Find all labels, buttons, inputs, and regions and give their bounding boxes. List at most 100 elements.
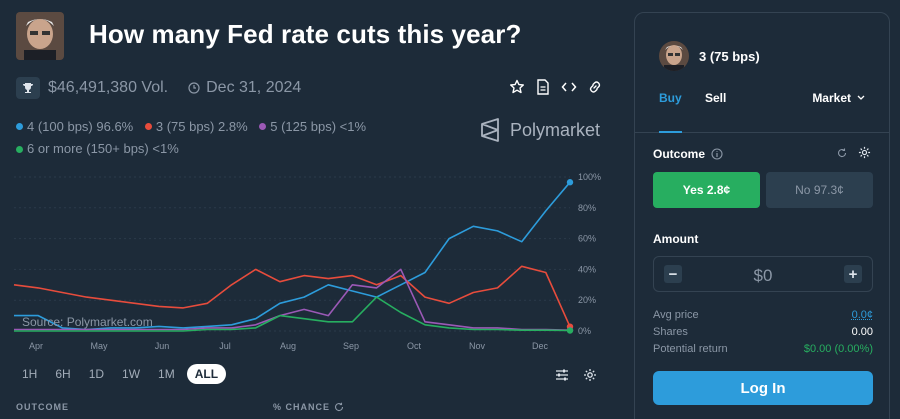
amount-label: Amount (653, 232, 699, 246)
decrease-button[interactable]: − (664, 265, 682, 283)
market-meta: $46,491,380 Vol. Dec 31, 2024 (16, 76, 301, 100)
avg-price-label: Avg price (653, 309, 699, 321)
end-date-text: Dec 31, 2024 (206, 79, 302, 96)
time-range-selector: 1H 6H 1D 1W 1M ALL (16, 364, 227, 384)
y-tick-label: 60% (578, 234, 596, 244)
clock-icon (188, 82, 200, 94)
settings-icon[interactable] (583, 368, 597, 382)
trade-panel: 3 (75 bps) Buy Sell Market Outcome Yes 2… (634, 12, 890, 419)
x-tick-label: Jun (155, 341, 170, 351)
market-avatar (16, 12, 64, 60)
avg-price-value[interactable]: 0.0¢ (851, 309, 873, 321)
range-all[interactable]: ALL (186, 364, 227, 384)
market-title: How many Fed rate cuts this year? (89, 19, 522, 49)
potential-return-label: Potential return (653, 343, 728, 355)
legend-label: 3 (75 bps) 2.8% (155, 118, 248, 134)
y-tick-label: 0% (578, 326, 591, 336)
legend-label: 4 (100 bps) 96.6% (27, 118, 134, 134)
yes-button[interactable]: Yes 2.8¢ (653, 172, 760, 208)
swap-icon[interactable] (836, 147, 848, 159)
polymarket-logo-icon (481, 118, 499, 142)
chart-source-label: Source: Polymarket.com (22, 315, 153, 329)
info-icon[interactable] (711, 148, 723, 160)
market-tools (508, 78, 604, 96)
price-chart[interactable]: 100% 80% 60% 40% 20% 0% Apr May Jun Jul Aug Sep Oct N… (0, 165, 610, 365)
legend-item[interactable]: 5 (125 bps) <1% (259, 116, 366, 138)
increase-button[interactable]: + (844, 265, 862, 283)
refresh-icon[interactable] (334, 402, 344, 412)
chevron-down-icon (857, 95, 865, 100)
embed-code-icon[interactable] (560, 78, 578, 96)
legend-dot (259, 123, 267, 130)
range-1m[interactable]: 1M (158, 367, 175, 381)
x-tick-label: Apr (29, 341, 43, 351)
y-tick-label: 80% (578, 203, 596, 213)
y-tick-label: 20% (578, 295, 596, 305)
range-6h[interactable]: 6H (55, 367, 71, 381)
document-icon[interactable] (534, 78, 552, 96)
x-tick-label: Oct (407, 341, 422, 351)
shares-value: 0.00 (851, 326, 873, 338)
range-1d[interactable]: 1D (88, 367, 105, 381)
tab-buy[interactable]: Buy (659, 91, 682, 133)
potential-return-value: $0.00 (0.00%) (803, 343, 873, 355)
outcome-avatar (659, 41, 689, 71)
range-1h[interactable]: 1H (22, 367, 38, 381)
series-end-point (566, 179, 574, 186)
trophy-icon[interactable] (16, 77, 40, 99)
x-tick-label: Jul (219, 341, 231, 351)
shares-row: Shares 0.00 (653, 326, 873, 338)
legend-label: 6 or more (150+ bps) <1% (27, 141, 179, 156)
legend-item[interactable]: 4 (100 bps) 96.6% (16, 116, 133, 138)
x-tick-label: May (90, 341, 108, 351)
series-end-point (566, 327, 574, 334)
order-type-label: Market (812, 91, 851, 105)
series-line (13, 265, 571, 328)
amount-value[interactable]: $0 (753, 266, 773, 285)
outcome-label: Outcome (653, 147, 723, 161)
star-icon[interactable] (508, 78, 526, 96)
link-icon[interactable] (586, 78, 604, 96)
legend-item[interactable]: 3 (75 bps) 2.8% (144, 116, 248, 138)
shares-label: Shares (653, 326, 688, 338)
y-tick-label: 100% (578, 172, 601, 182)
legend-dot (144, 123, 152, 130)
market-main: How many Fed rate cuts this year? $46,49… (0, 12, 610, 412)
range-1w[interactable]: 1W (122, 367, 141, 381)
chart-legend: 4 (100 bps) 96.6% 3 (75 bps) 2.8% 5 (125… (16, 115, 436, 160)
sliders-icon[interactable] (555, 368, 569, 382)
gear-icon[interactable] (858, 146, 871, 159)
legend-item[interactable]: 6 or more (150+ bps) <1% (16, 138, 179, 160)
end-date: Dec 31, 2024 (188, 79, 301, 97)
panel-header: 3 (75 bps) (659, 41, 760, 71)
col-chance[interactable]: % CHANCE (273, 402, 344, 412)
col-outcome: OUTCOME (16, 402, 69, 412)
x-tick-label: Dec (532, 341, 549, 351)
order-type-dropdown[interactable]: Market (812, 91, 865, 105)
tab-sell[interactable]: Sell (705, 91, 727, 105)
legend-dot (16, 123, 23, 130)
legend-dot (16, 145, 23, 153)
outcome-label-text: Outcome (653, 147, 706, 161)
avg-price-row: Avg price 0.0¢ (653, 309, 873, 321)
series-line (14, 181, 571, 331)
trade-tabs: Buy Sell Market (635, 89, 889, 133)
y-tick-label: 40% (578, 264, 596, 274)
outcome-name: 3 (75 bps) (699, 48, 760, 64)
chart-tools (555, 368, 597, 382)
polymarket-logo: Polymarket (480, 118, 600, 142)
outcomes-table-header: OUTCOME % CHANCE (16, 402, 596, 412)
amount-input[interactable]: − $0 + (653, 256, 873, 292)
series-line (14, 296, 571, 332)
volume-text: $46,491,380 Vol. (48, 79, 169, 96)
no-button[interactable]: No 97.3¢ (766, 172, 873, 208)
series-line (14, 268, 571, 331)
col-chance-label: % CHANCE (273, 402, 331, 412)
brand-name: Polymarket (510, 119, 601, 140)
x-tick-label: Sep (343, 341, 359, 351)
legend-label: 5 (125 bps) <1% (270, 118, 367, 134)
x-tick-label: Aug (280, 341, 296, 351)
outcome-tools (836, 146, 871, 159)
potential-return-row: Potential return $0.00 (0.00%) (653, 343, 873, 355)
login-button[interactable]: Log In (653, 371, 873, 405)
